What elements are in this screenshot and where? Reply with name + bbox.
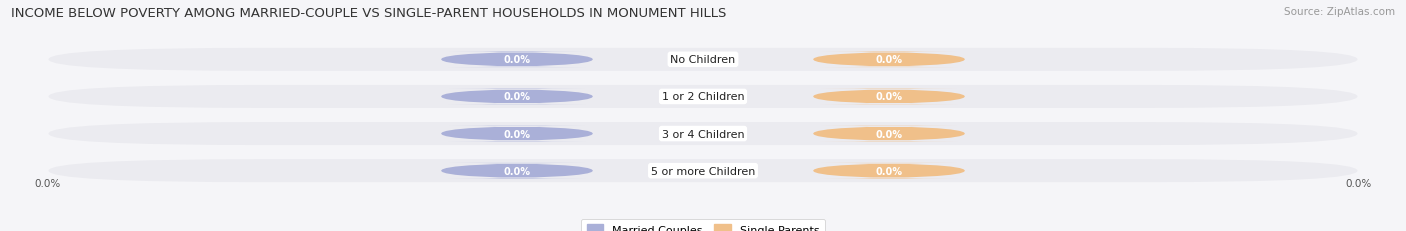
FancyBboxPatch shape — [441, 89, 593, 105]
Text: 5 or more Children: 5 or more Children — [651, 166, 755, 176]
Text: 0.0%: 0.0% — [503, 129, 530, 139]
FancyBboxPatch shape — [441, 52, 593, 68]
FancyBboxPatch shape — [441, 163, 593, 179]
Text: 0.0%: 0.0% — [35, 179, 60, 189]
FancyBboxPatch shape — [48, 122, 1358, 146]
FancyBboxPatch shape — [813, 52, 965, 68]
Text: 0.0%: 0.0% — [876, 129, 903, 139]
FancyBboxPatch shape — [813, 89, 965, 105]
FancyBboxPatch shape — [48, 159, 1358, 182]
Text: 0.0%: 0.0% — [503, 55, 530, 65]
Text: 0.0%: 0.0% — [1346, 179, 1371, 189]
FancyBboxPatch shape — [48, 85, 1358, 109]
FancyBboxPatch shape — [48, 49, 1358, 72]
Text: 0.0%: 0.0% — [503, 166, 530, 176]
Text: 0.0%: 0.0% — [876, 55, 903, 65]
Text: 1 or 2 Children: 1 or 2 Children — [662, 92, 744, 102]
Text: 0.0%: 0.0% — [503, 92, 530, 102]
FancyBboxPatch shape — [813, 126, 965, 142]
Text: 3 or 4 Children: 3 or 4 Children — [662, 129, 744, 139]
Text: INCOME BELOW POVERTY AMONG MARRIED-COUPLE VS SINGLE-PARENT HOUSEHOLDS IN MONUMEN: INCOME BELOW POVERTY AMONG MARRIED-COUPL… — [11, 7, 727, 20]
Text: 0.0%: 0.0% — [876, 92, 903, 102]
Text: 0.0%: 0.0% — [876, 166, 903, 176]
FancyBboxPatch shape — [813, 163, 965, 179]
Text: No Children: No Children — [671, 55, 735, 65]
Text: Source: ZipAtlas.com: Source: ZipAtlas.com — [1284, 7, 1395, 17]
FancyBboxPatch shape — [441, 126, 593, 142]
Legend: Married Couples, Single Parents: Married Couples, Single Parents — [581, 219, 825, 231]
